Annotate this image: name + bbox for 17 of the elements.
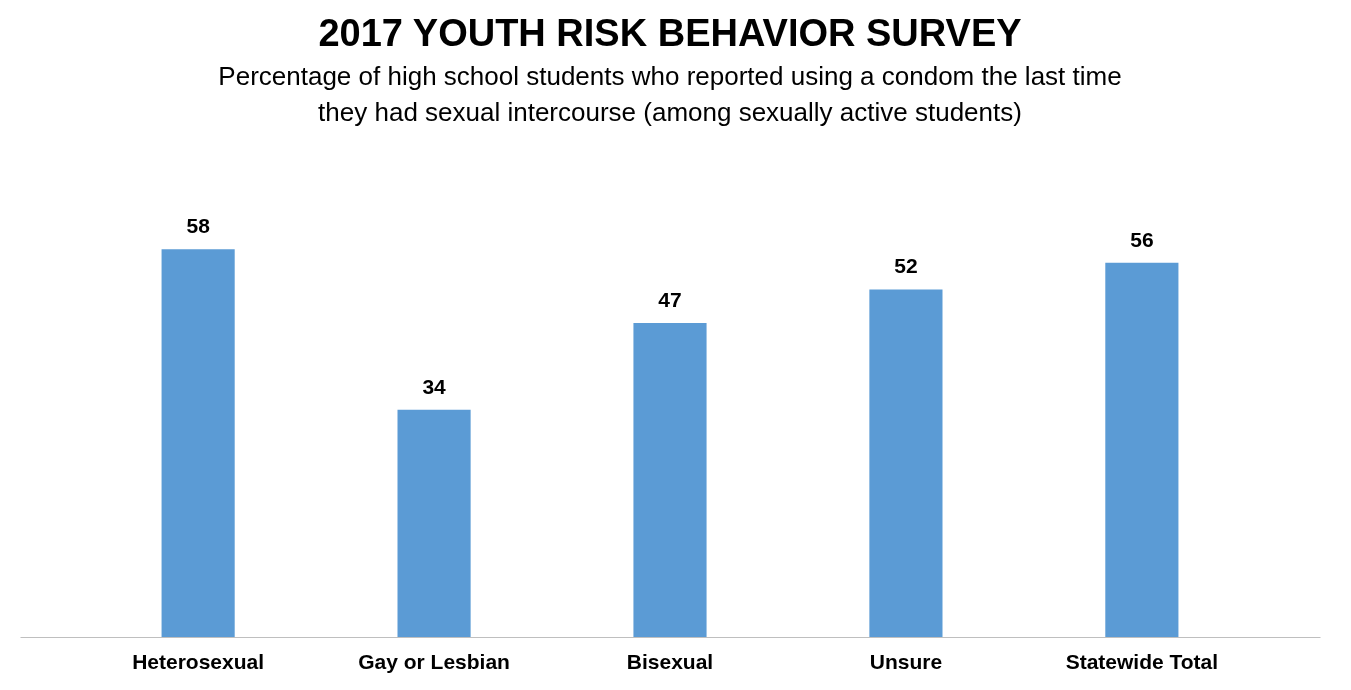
x-tick-label: Unsure [869,649,943,673]
data-label: 56 [1130,227,1154,251]
data-label: 47 [658,287,682,311]
x-tick-label: Bisexual [626,649,714,673]
chart-subtitle: Percentage of high school students who reported using a condom the last time they had sexual intercourse (among sexually active students) [218,61,1122,128]
x-tick-label: Gay or Lesbian [358,649,510,673]
x-tick-label: Statewide Total [1065,649,1219,673]
data-label: 52 [894,254,918,278]
bar [633,322,707,637]
chart-title: 2017 YOUTH RISK BEHAVIOR SURVEY [318,12,1022,55]
data-label: 58 [186,214,211,238]
data-label: 34 [422,374,447,398]
bar [869,289,943,637]
bar [161,249,235,637]
bar [397,409,471,637]
x-tick-label: Heterosexual [132,649,265,673]
bar [1105,262,1179,637]
